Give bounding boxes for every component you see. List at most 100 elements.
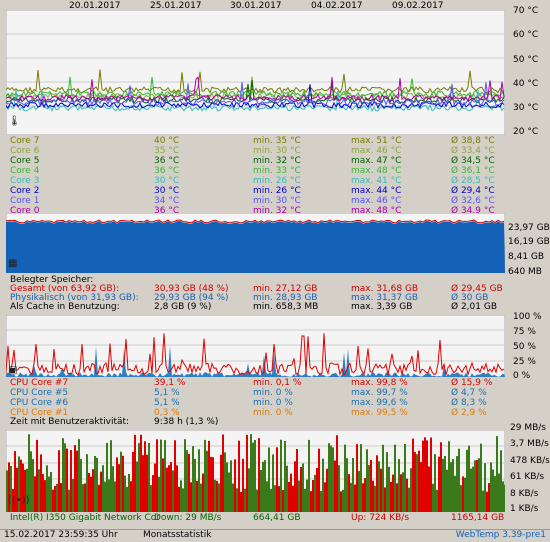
memory-chip-icon: ▦: [8, 258, 18, 269]
net-bar: [354, 484, 356, 512]
net-bar: [372, 480, 374, 512]
net-bar: [42, 474, 44, 512]
net-bar: [402, 472, 404, 512]
net-bar: [388, 466, 390, 512]
net-bar: [8, 462, 10, 512]
net-bar: [158, 476, 160, 512]
net-bar: [414, 452, 416, 512]
footer-app-link[interactable]: WebTemp 3.39-pre1: [455, 530, 546, 540]
net-bar: [24, 469, 26, 512]
net-bar: [88, 473, 90, 512]
net-bar: [138, 443, 140, 512]
net-bar: [152, 475, 154, 512]
net-bar: [176, 465, 178, 512]
net-bar: [194, 458, 196, 512]
status-bar: 15.02.2017 23:59:35 Uhr Monatsstatistik …: [0, 529, 550, 542]
net-bar: [300, 467, 302, 512]
net-bar: [76, 450, 78, 512]
net-bar: [370, 460, 372, 512]
net-bar: [130, 481, 132, 512]
network-chart: [6, 430, 505, 512]
net-bar: [192, 446, 194, 512]
net-bar: [90, 476, 92, 512]
net-bar: [374, 485, 376, 512]
net-bar: [436, 489, 438, 512]
net-bar: [496, 436, 498, 512]
net-bar: [334, 460, 336, 512]
net-bar: [238, 440, 240, 512]
net-bar: [366, 449, 368, 512]
memory-chart: [6, 213, 505, 273]
net-bar: [378, 461, 380, 512]
net-bar: [280, 439, 282, 512]
net-bar: [50, 472, 52, 512]
net-bar: [230, 460, 232, 512]
net-bar: [14, 451, 16, 512]
net-bar: [362, 483, 364, 512]
date-label: 09.02.2017: [392, 1, 444, 11]
net-bar: [452, 459, 454, 512]
net-bar: [10, 466, 12, 512]
temp-tick: 20 °C: [513, 127, 539, 137]
net-bar: [148, 443, 150, 512]
net-bar: [68, 489, 70, 512]
net-bar: [342, 489, 344, 512]
net-bar: [110, 440, 112, 512]
net-bar: [180, 480, 182, 512]
net-bar: [328, 443, 330, 512]
net-tick: 61 KB/s: [510, 472, 545, 482]
net-bar: [190, 482, 192, 512]
net-bar: [98, 484, 100, 512]
net-bar: [478, 458, 480, 512]
net-bar: [270, 488, 272, 512]
net-bar: [404, 444, 406, 512]
net-bar: [294, 461, 296, 512]
net-tick: 3,7 MB/s: [510, 439, 549, 449]
net-bar: [54, 486, 56, 512]
net-bar: [382, 444, 384, 512]
net-bar: [500, 450, 502, 512]
net-bar: [260, 470, 262, 512]
net-bar: [492, 469, 494, 512]
net-bar: [208, 440, 210, 512]
net-bar: [162, 458, 164, 512]
net-bar: [122, 455, 124, 512]
net-bar: [360, 444, 362, 512]
net-bar: [390, 481, 392, 512]
net-bar: [348, 474, 350, 512]
net-bar: [426, 440, 428, 512]
net-bar: [264, 460, 266, 512]
net-bar: [442, 458, 444, 512]
net-bar: [266, 481, 268, 512]
net-bar: [268, 447, 270, 512]
net-bar: [58, 450, 60, 512]
net-bar: [246, 434, 248, 512]
net-bar: [102, 465, 104, 512]
net-bar: [170, 462, 172, 512]
net-bar: [106, 442, 108, 512]
net-bar: [308, 439, 310, 512]
net-bar: [132, 451, 134, 512]
net-bar: [364, 478, 366, 512]
net-bar: [408, 487, 410, 512]
net-bar: [488, 483, 490, 512]
net-bar: [118, 464, 120, 512]
net-bar: [468, 445, 470, 512]
net-bar: [356, 444, 358, 512]
net-bar: [438, 456, 440, 512]
net-bar: [314, 474, 316, 512]
temp-series-core0: [6, 76, 505, 103]
net-bar: [466, 449, 468, 512]
net-bar: [202, 473, 204, 512]
net-bar: [64, 443, 66, 512]
net-bar: [46, 465, 48, 512]
net-bar: [86, 454, 88, 512]
net-bar: [262, 461, 264, 512]
net-bar: [480, 443, 482, 512]
net-bar: [448, 441, 450, 512]
net-bar: [444, 456, 446, 512]
net-bar: [6, 470, 8, 512]
mem-tick: 16,19 GB: [508, 237, 550, 247]
net-bar: [82, 484, 84, 512]
net-bar: [164, 440, 166, 512]
